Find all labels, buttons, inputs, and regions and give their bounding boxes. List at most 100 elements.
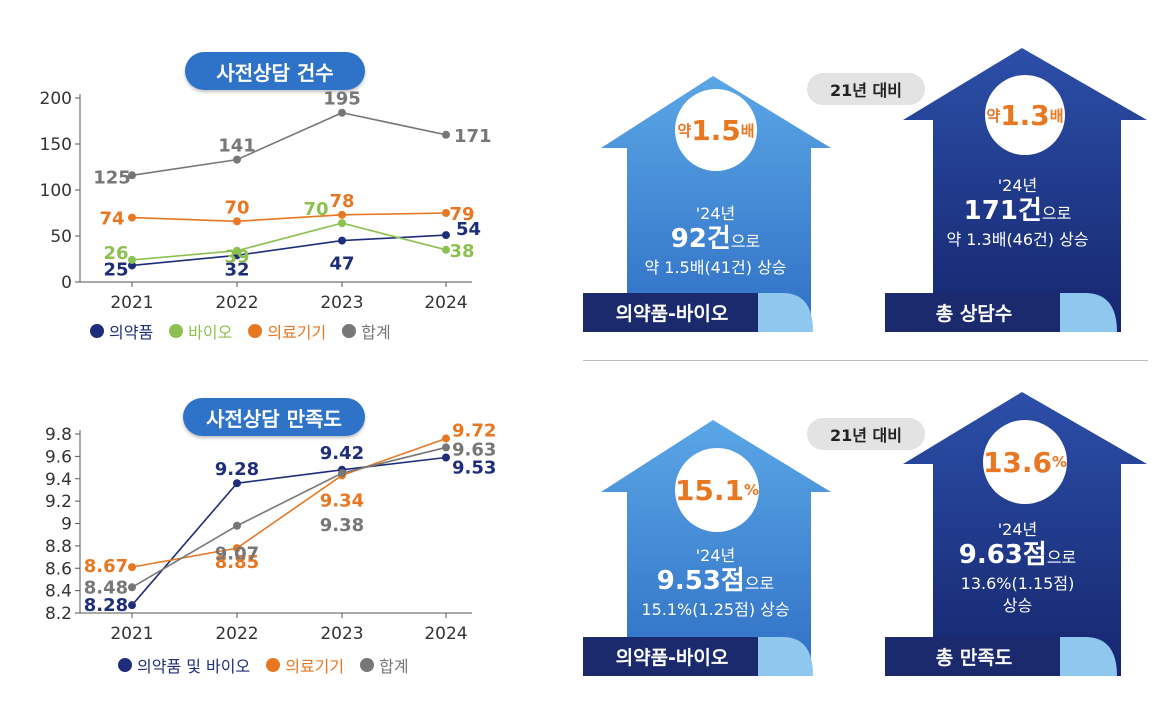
data-point	[233, 217, 241, 226]
data-label: 141	[218, 136, 256, 157]
top-left-circle: 약 1.5 배	[675, 89, 757, 171]
bottom-right-arrow: 13.6% '24년 9.63점으로 13.6%(1.15점) 상승 총 만족도	[885, 392, 1150, 676]
legend-item: 의약품 및 바이오	[118, 653, 250, 677]
legend-item: 의약품	[90, 319, 153, 343]
data-point	[233, 521, 241, 530]
data-point	[442, 209, 450, 217]
data-point	[233, 479, 241, 488]
y-tick-label: 200	[40, 89, 72, 109]
data-label: 8.48	[84, 577, 128, 598]
series-line	[131, 456, 447, 606]
y-tick-label: 100	[40, 181, 72, 201]
legend-label: 의약품	[109, 323, 154, 342]
legend-marker	[266, 658, 281, 672]
legend-marker	[248, 324, 263, 338]
top-right-arrow: 약 1.3 배 '24년 171건으로 약 1.3배(46건) 상승 총 상담수	[885, 48, 1150, 332]
data-point	[338, 210, 346, 219]
legend-marker	[169, 324, 184, 338]
legend-item: 의료기기	[248, 319, 326, 343]
x-tick-label: 2021	[110, 293, 153, 313]
data-label: 9.28	[215, 459, 259, 480]
bottom-left-text: '24년 9.53점으로 15.1%(1.25점) 상승	[641, 546, 790, 619]
legend-item: 합계	[342, 319, 391, 343]
y-tick-label: 9.2	[45, 492, 72, 512]
arrow-up-icon	[885, 392, 1147, 676]
series-line	[131, 212, 447, 223]
divider	[583, 360, 1148, 361]
legend-marker	[360, 658, 375, 672]
data-label: 74	[99, 209, 124, 230]
data-label: 9.72	[452, 420, 496, 441]
data-label: 70	[224, 197, 249, 218]
satisfaction-chart: 8.28.4 8.68.89 9.29.4 9.69.8 2021 2022 2023 202…	[45, 420, 496, 644]
legend-marker	[118, 658, 132, 672]
data-point	[128, 261, 136, 270]
data-point	[128, 255, 136, 264]
x-tick-label: 2024	[424, 624, 467, 644]
legend-item: 바이오	[169, 319, 232, 343]
data-label: 9.07	[215, 544, 259, 565]
arrow-up-icon	[583, 420, 831, 676]
y-tick-label: 9.8	[45, 425, 72, 445]
x-tick-label: 2022	[215, 293, 258, 313]
data-point	[442, 443, 450, 452]
data-label: 9.42	[320, 443, 364, 464]
data-label: 9.38	[320, 515, 364, 536]
bottom-right-circle: 13.6%	[983, 420, 1067, 504]
top-right-circle: 약 1.3 배	[985, 75, 1065, 155]
x-tick-label: 2023	[320, 293, 363, 313]
data-point	[338, 219, 346, 228]
y-tick-label: 9	[61, 515, 72, 535]
data-point	[338, 236, 346, 245]
data-label: 39	[224, 247, 249, 268]
legend-marker	[342, 324, 357, 338]
bottom-compare-label: 21년 대비	[807, 418, 925, 450]
top-left-text: '24년 92건으로 약 1.5배(41건) 상승	[644, 204, 787, 277]
data-point	[233, 246, 241, 255]
data-label: 47	[329, 254, 354, 275]
chart1-legend: 의약품 바이오 의료기기 합계	[90, 319, 391, 343]
data-label: 9.53	[452, 457, 496, 478]
legend-item: 합계	[360, 653, 409, 677]
data-label: 8.28	[84, 595, 128, 616]
y-tick-label: 8.6	[45, 559, 72, 579]
arrow-up-icon	[885, 48, 1147, 332]
arrow-up-icon	[583, 76, 831, 332]
data-point	[233, 544, 241, 553]
legend-label: 합계	[361, 323, 391, 342]
data-label: 70	[303, 199, 328, 220]
legend-label: 바이오	[188, 323, 233, 342]
y-tick-label: 0	[61, 273, 72, 293]
series-line	[131, 234, 447, 267]
bottom-right-text: '24년 9.63점으로 13.6%(1.15점) 상승	[958, 520, 1077, 615]
data-point	[128, 171, 136, 180]
data-label: 9.34	[320, 490, 364, 511]
data-point	[338, 469, 346, 478]
data-point	[442, 453, 450, 462]
data-label: 9.63	[452, 439, 496, 460]
data-label: 125	[93, 167, 131, 188]
y-tick-label: 8.4	[45, 582, 72, 602]
x-tick-label: 2021	[110, 624, 153, 644]
series-line	[131, 446, 447, 588]
data-label: 32	[224, 259, 249, 280]
legend-label: 의약품 및 바이오	[137, 657, 251, 676]
y-tick-label: 150	[40, 135, 72, 155]
x-tick-label: 2022	[215, 624, 258, 644]
chart1-title: 사전상담 건수	[185, 52, 365, 90]
data-point	[128, 601, 136, 610]
data-label: 26	[103, 243, 128, 264]
x-tick-label: 2024	[424, 293, 467, 313]
data-label: 38	[449, 241, 474, 262]
data-label: 195	[323, 89, 361, 110]
legend-label: 의료기기	[267, 323, 327, 342]
data-point	[442, 231, 450, 240]
data-label: 25	[103, 259, 128, 280]
x-tick-label: 2023	[320, 624, 363, 644]
data-label: 54	[456, 219, 481, 240]
top-left-arrow: 약 1.5 배 '24년 92건으로 약 1.5배(41건) 상승 의약품-바이오	[583, 76, 848, 332]
consultation-count-chart: 0 50 100 150 200 2021 2022 2023 2024 25 32 47 54 26 39…	[40, 89, 492, 313]
y-tick-label: 9.4	[45, 470, 72, 490]
data-label: 78	[329, 191, 354, 212]
y-tick-label: 9.6	[45, 447, 72, 467]
